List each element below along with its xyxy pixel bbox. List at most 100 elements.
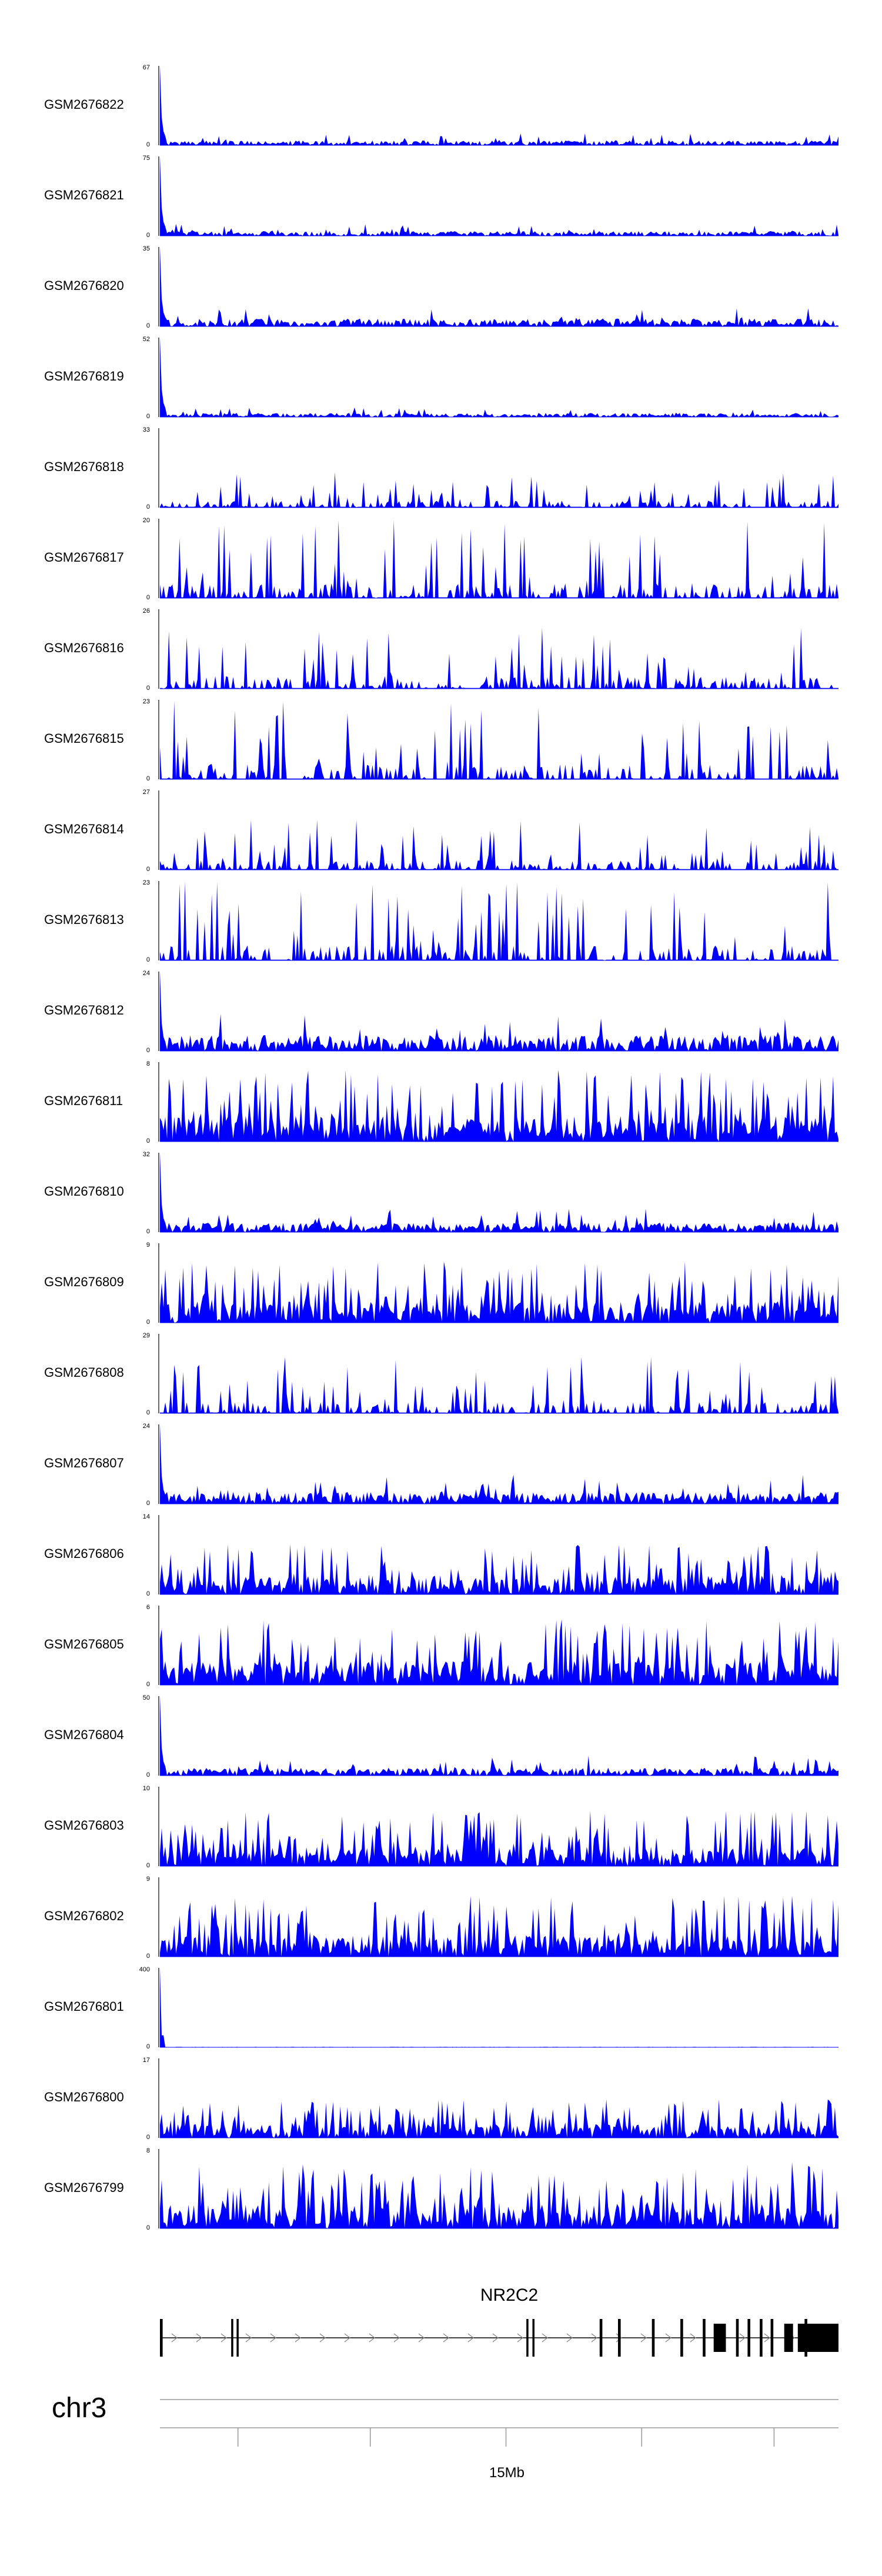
coordinate-ticks — [237, 2428, 775, 2447]
track-label: GSM2676814 — [44, 822, 124, 836]
track-min-label: 0 — [146, 413, 150, 420]
track-max-label: 50 — [143, 1694, 150, 1701]
signal-area — [160, 1070, 838, 1142]
track-max-label: 67 — [143, 64, 150, 71]
strand-chevron — [690, 2333, 697, 2343]
track-label: GSM2676822 — [44, 97, 124, 112]
track-max-label: 52 — [143, 336, 150, 343]
track-GSM2676800: GSM2676800 17 0 — [44, 2057, 838, 2141]
exon — [770, 2319, 774, 2357]
track-max-label: 24 — [143, 970, 150, 977]
exon — [747, 2319, 750, 2357]
gene-track: NR2C2 — [160, 2285, 838, 2357]
track-max-label: 6 — [146, 1604, 150, 1611]
track-GSM2676801: GSM2676801 400 0 — [44, 1966, 838, 2050]
track-label: GSM2676805 — [44, 1637, 124, 1651]
track-min-label: 0 — [146, 685, 150, 692]
track-GSM2676820: GSM2676820 35 0 — [44, 245, 838, 329]
strand-chevron — [319, 2333, 326, 2343]
track-GSM2676810: GSM2676810 32 0 — [44, 1151, 838, 1235]
track-GSM2676802: GSM2676802 9 0 — [44, 1876, 838, 1960]
strand-chevron — [393, 2333, 400, 2343]
strand-chevron — [220, 2333, 228, 2343]
track-max-label: 32 — [143, 1151, 150, 1158]
strand-chevron — [665, 2333, 672, 2343]
track-max-label: 24 — [143, 1423, 150, 1430]
signal-area — [160, 1153, 838, 1232]
track-label: GSM2676803 — [44, 1818, 124, 1833]
strand-chevron — [196, 2333, 203, 2343]
track-GSM2676821: GSM2676821 75 0 — [44, 155, 838, 239]
strand-chevron — [344, 2333, 351, 2343]
signal-area — [160, 520, 838, 598]
exon — [160, 2319, 163, 2357]
strand-chevron — [591, 2333, 598, 2343]
track-GSM2676816: GSM2676816 26 0 — [44, 608, 838, 692]
track-GSM2676814: GSM2676814 27 0 — [44, 789, 838, 873]
track-GSM2676815: GSM2676815 23 0 — [44, 698, 838, 782]
strand-chevron — [764, 2333, 771, 2343]
track-label: GSM2676818 — [44, 459, 124, 474]
track-max-label: 23 — [143, 698, 150, 705]
track-GSM2676799: GSM2676799 8 0 — [44, 2147, 838, 2231]
track-label: GSM2676801 — [44, 1999, 124, 2014]
track-min-label: 0 — [146, 1681, 150, 1688]
signal-area — [160, 1619, 838, 1685]
track-GSM2676806: GSM2676806 14 0 — [44, 1513, 838, 1597]
track-label: GSM2676815 — [44, 731, 124, 746]
track-min-label: 0 — [146, 503, 150, 510]
exon — [231, 2319, 233, 2357]
strand-chevron — [369, 2333, 376, 2343]
chromosome-label: chr3 — [52, 2393, 106, 2424]
track-GSM2676822: GSM2676822 67 0 — [44, 64, 838, 148]
exon — [680, 2319, 683, 2357]
track-label: GSM2676813 — [44, 912, 124, 927]
track-label: GSM2676820 — [44, 278, 124, 293]
track-min-label: 0 — [146, 1228, 150, 1235]
track-GSM2676817: GSM2676817 20 0 — [44, 517, 838, 601]
strand-chevron — [566, 2333, 573, 2343]
strand-chevron — [171, 2333, 178, 2343]
track-min-label: 0 — [146, 1319, 150, 1326]
track-label: GSM2676819 — [44, 369, 124, 383]
signal-area — [160, 2099, 838, 2138]
strand-chevron — [443, 2333, 450, 2343]
track-min-label: 0 — [146, 956, 150, 963]
track-min-label: 0 — [146, 2134, 150, 2141]
track-min-label: 0 — [146, 1771, 150, 1778]
signal-area — [160, 1544, 838, 1594]
track-min-label: 0 — [146, 1047, 150, 1054]
track-GSM2676805: GSM2676805 6 0 — [44, 1604, 838, 1688]
signal-area — [160, 1696, 838, 1776]
exon — [652, 2319, 655, 2357]
strand-chevron — [270, 2333, 277, 2343]
track-label: GSM2676799 — [44, 2180, 124, 2195]
gene-label: NR2C2 — [480, 2285, 538, 2305]
signal-area — [160, 882, 838, 960]
strand-chevron — [492, 2333, 499, 2343]
track-label: GSM2676816 — [44, 640, 124, 655]
signal-area — [160, 1896, 838, 1957]
exon — [526, 2319, 529, 2357]
track-max-label: 10 — [143, 1785, 150, 1792]
exon — [599, 2319, 603, 2357]
track-label: GSM2676811 — [44, 1093, 123, 1108]
track-min-label: 0 — [146, 775, 150, 782]
track-max-label: 75 — [143, 155, 150, 162]
strand-chevron — [295, 2333, 302, 2343]
strand-chevron — [467, 2333, 475, 2343]
track-max-label: 23 — [143, 879, 150, 886]
track-max-label: 9 — [146, 1242, 150, 1249]
exon — [736, 2319, 739, 2357]
track-max-label: 9 — [146, 1876, 150, 1883]
signal-area — [160, 972, 838, 1051]
track-max-label: 8 — [146, 2147, 150, 2154]
track-min-label: 0 — [146, 1862, 150, 1869]
signal-area — [160, 247, 838, 326]
track-max-label: 29 — [143, 1332, 150, 1339]
signal-area — [160, 1968, 838, 2047]
strand-chevron — [542, 2333, 549, 2343]
signal-area — [160, 472, 838, 508]
track-min-label: 0 — [146, 141, 150, 148]
